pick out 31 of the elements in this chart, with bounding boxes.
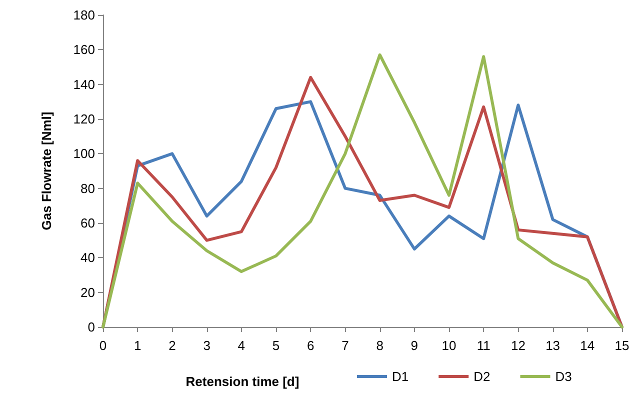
x-tick-label: 5: [272, 338, 280, 353]
y-tick-label: 0: [88, 320, 95, 334]
y-tick-label: 40: [80, 250, 95, 266]
legend-label: D1: [392, 369, 409, 384]
y-tick-label: 160: [73, 42, 95, 58]
x-tick-label: 10: [442, 338, 456, 353]
x-tick-label: 12: [510, 338, 526, 353]
x-tick-label: 4: [238, 338, 246, 353]
x-tick-label: 3: [203, 338, 210, 353]
x-tick-label: 1: [134, 338, 142, 353]
x-tick-label: 13: [546, 338, 560, 353]
legend-label: D2: [474, 369, 490, 384]
y-tick-label: 20: [80, 284, 95, 300]
y-tick-label: 60: [80, 216, 95, 230]
y-tick-label: 100: [73, 146, 95, 162]
x-tick-label: 14: [580, 338, 595, 353]
y-axis-title: Gas Flowrate [Nml]: [39, 112, 54, 230]
x-tick-label: 7: [342, 338, 349, 353]
x-tick-label: 6: [306, 338, 314, 353]
y-tick-label: 180: [73, 8, 95, 22]
x-tick-label: 11: [476, 338, 490, 353]
x-tick-label: 15: [614, 338, 630, 353]
y-tick-label: 80: [80, 180, 95, 196]
x-tick-label: 8: [376, 338, 384, 353]
y-tick-label: 140: [73, 76, 95, 92]
legend-label: D3: [555, 369, 572, 384]
x-tick-label: 2: [168, 338, 176, 353]
x-axis-title: Retension time [d]: [186, 374, 300, 389]
y-tick-label: 120: [73, 112, 95, 126]
x-tick-label: 9: [410, 338, 418, 353]
x-tick-label: 0: [99, 338, 107, 353]
